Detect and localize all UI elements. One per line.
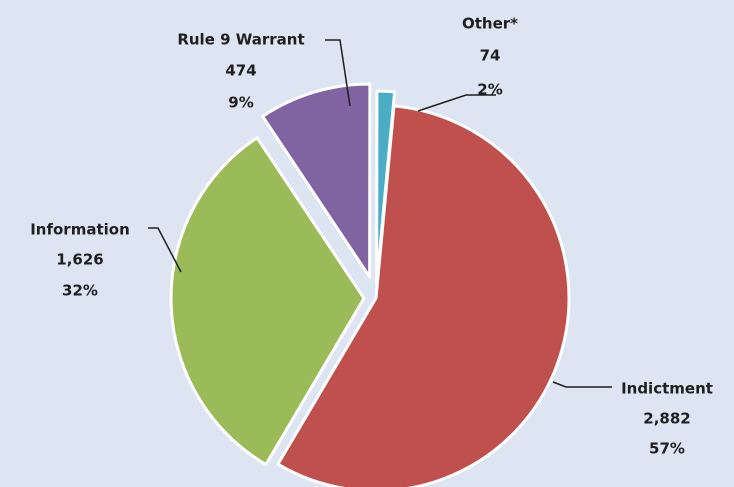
pie-slice-other	[375, 89, 397, 286]
leader-line-rule-9-warrant	[325, 39, 351, 107]
leader-line-information	[148, 227, 182, 273]
leader-line-other	[417, 94, 496, 112]
label-value-other: 74	[480, 47, 501, 65]
leader-line-indictment	[552, 381, 612, 388]
label-percent-rule-9-warrant: 9%	[228, 94, 253, 112]
label-value-information: 1,626	[56, 251, 103, 269]
label-value-rule-9-warrant: 474	[225, 62, 256, 80]
label-percent-other: 2%	[477, 81, 502, 99]
label-value-indictment: 2,882	[643, 410, 690, 428]
pie-slice-indictment	[276, 104, 571, 487]
label-percent-information: 32%	[62, 282, 98, 300]
label-category-other: Other*	[462, 15, 518, 33]
pie-slice-rule-9-warrant	[261, 82, 372, 279]
label-percent-indictment: 57%	[649, 440, 685, 458]
slices-layer	[169, 82, 571, 487]
label-category-indictment: Indictment	[621, 380, 713, 398]
labels-layer: Indictment 2,882 57% Information 1,626 32% Rul…	[30, 15, 713, 458]
leader-lines-layer	[148, 39, 612, 388]
label-category-information: Information	[30, 221, 130, 239]
label-category-rule-9-warrant: Rule 9 Warrant	[177, 31, 304, 49]
pie-slice-information	[169, 136, 366, 467]
